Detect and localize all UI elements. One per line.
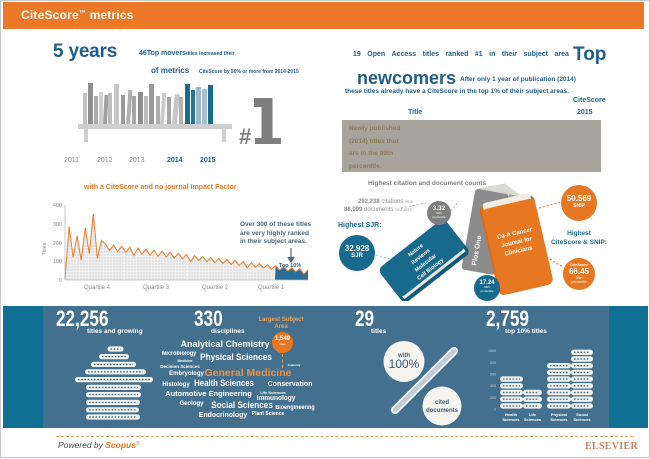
svg-text:100%: 100% [389,357,420,371]
svg-text:Sciences: Sciences [502,417,520,422]
svg-text:800: 800 [490,361,496,365]
svg-text:Health: Health [505,412,518,417]
svg-text:Titles: Titles [42,242,48,255]
svg-text:600: 600 [490,373,496,377]
svg-text:Sciences: Sciences [524,417,542,422]
svg-text:Quartile 1: Quartile 1 [258,285,285,291]
svg-text:200: 200 [490,396,496,400]
svg-text:0: 0 [494,408,496,412]
svg-text:#: # [239,124,251,149]
svg-text:documents: documents [426,408,459,414]
svg-text:400: 400 [490,384,496,388]
svg-text:0: 0 [59,278,62,284]
svg-text:300: 300 [53,222,62,228]
svg-text:Quartile 3: Quartile 3 [143,285,170,291]
svg-text:Sciences: Sciences [573,417,591,422]
svg-text:Sciences: Sciences [550,417,568,422]
svg-text:Social: Social [576,412,588,417]
svg-text:400: 400 [53,203,62,209]
svg-text:Quartile 2: Quartile 2 [202,285,229,291]
svg-text:Quartile 4: Quartile 4 [84,285,111,291]
svg-text:200: 200 [53,241,62,247]
svg-text:cited: cited [435,400,449,406]
svg-text:Physical: Physical [551,412,567,417]
svg-text:with: with [397,353,410,359]
svg-text:Life: Life [529,412,537,417]
svg-text:100: 100 [53,259,62,265]
svg-text:1000: 1000 [488,349,496,353]
